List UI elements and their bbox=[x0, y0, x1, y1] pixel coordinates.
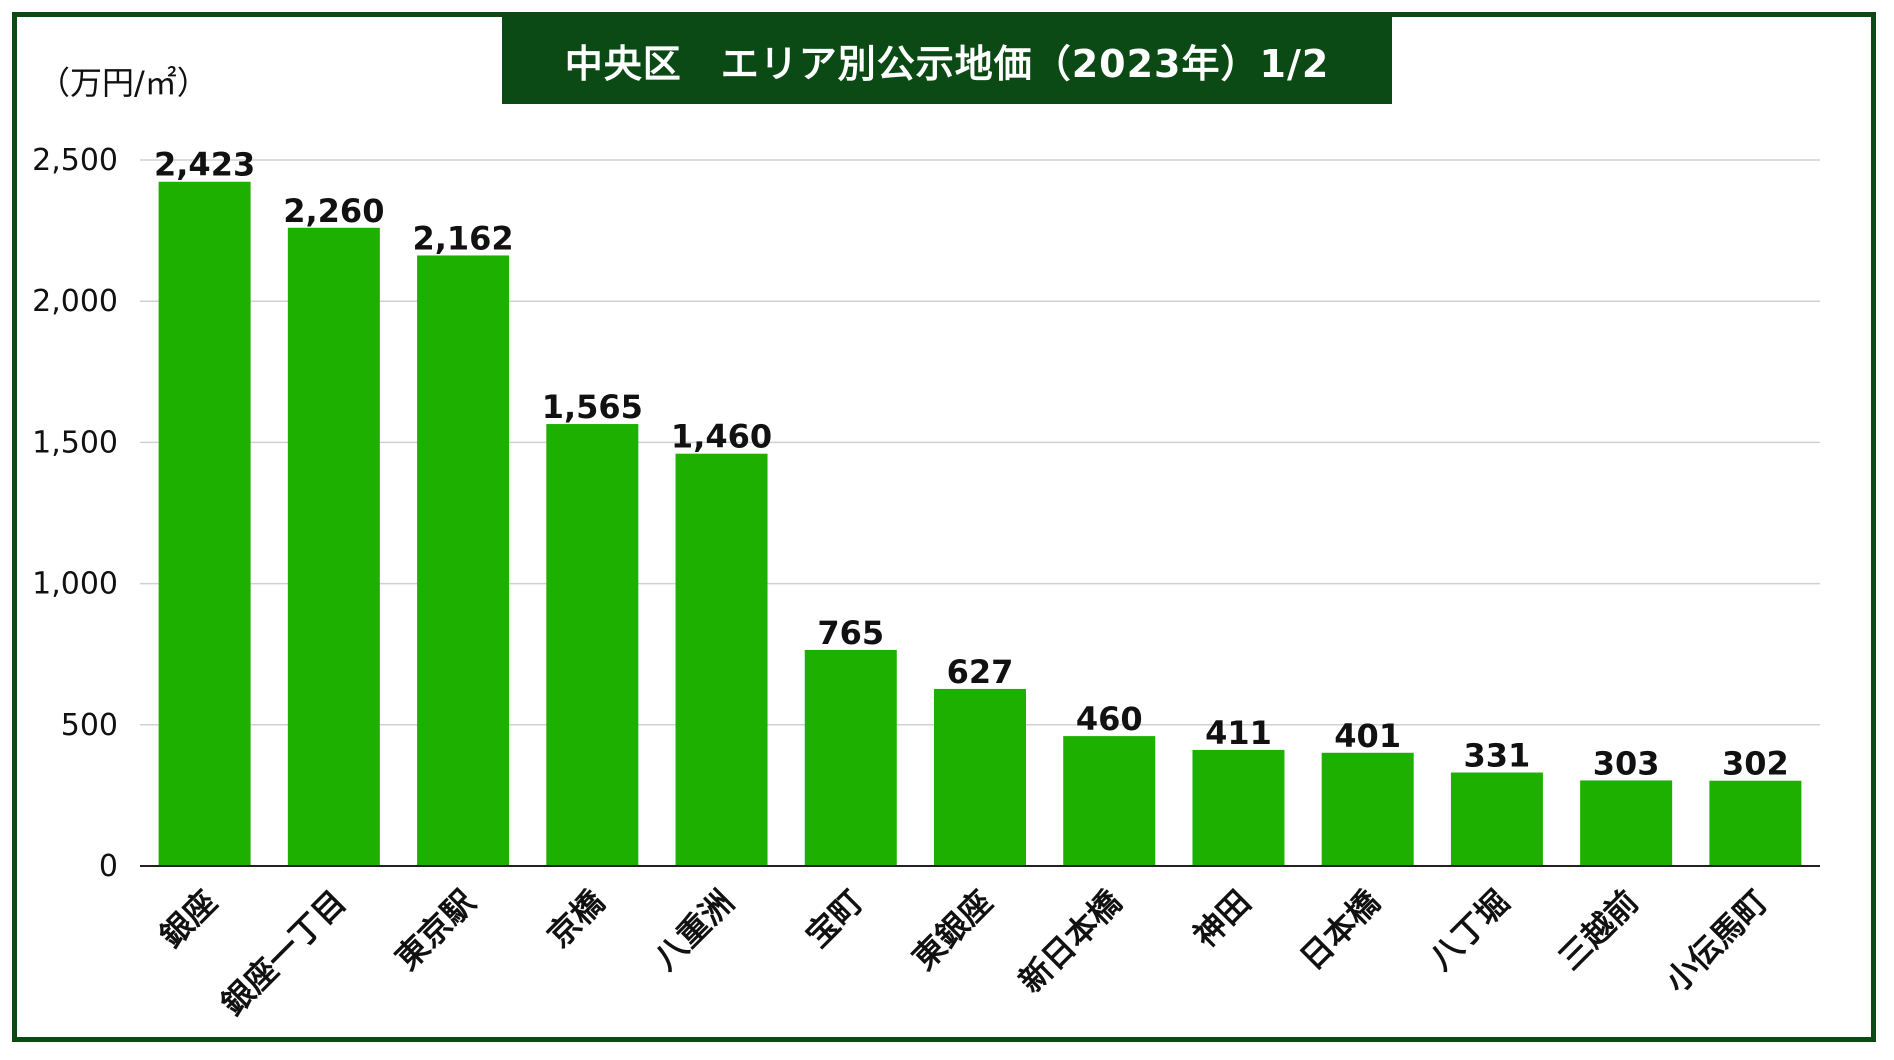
x-category-label: 八重洲 bbox=[646, 883, 741, 978]
y-tick-label: 2,500 bbox=[32, 143, 118, 178]
bar-3 bbox=[546, 424, 639, 866]
bar-1 bbox=[287, 227, 380, 866]
x-category-label: 小伝馬町 bbox=[1658, 883, 1775, 1000]
bar-0 bbox=[158, 181, 251, 866]
data-label: 411 bbox=[1205, 714, 1272, 752]
bar-5 bbox=[804, 649, 897, 866]
x-category-label: 宝町 bbox=[798, 883, 870, 955]
x-category-label: 東銀座 bbox=[905, 883, 1000, 978]
x-category-label: 八丁堀 bbox=[1422, 883, 1517, 978]
y-tick-label: 1,500 bbox=[32, 425, 118, 460]
y-tick-label: 0 bbox=[99, 849, 118, 884]
y-tick-label: 500 bbox=[61, 708, 118, 743]
bar-9 bbox=[1321, 752, 1414, 866]
x-category-label: 神田 bbox=[1186, 883, 1258, 955]
x-category-label: 日本橋 bbox=[1293, 882, 1388, 977]
bar-7 bbox=[1063, 736, 1156, 866]
bar-8 bbox=[1192, 749, 1285, 866]
x-category-label: 新日本橋 bbox=[1011, 882, 1129, 1000]
data-label: 401 bbox=[1334, 717, 1401, 755]
bar-6 bbox=[934, 688, 1026, 866]
y-tick-label: 1,000 bbox=[32, 567, 118, 602]
bar-10 bbox=[1450, 772, 1543, 866]
title-banner: 中央区 エリア別公示地価（2023年）1/2 bbox=[502, 16, 1392, 104]
data-label: 331 bbox=[1464, 737, 1531, 775]
data-label: 303 bbox=[1593, 744, 1660, 782]
data-label: 765 bbox=[817, 614, 884, 652]
data-label: 627 bbox=[947, 653, 1014, 691]
bar-12 bbox=[1709, 780, 1802, 866]
data-label: 302 bbox=[1722, 745, 1789, 783]
x-category-label: 京橋 bbox=[540, 882, 613, 955]
chart-title: 中央区 エリア別公示地価（2023年）1/2 bbox=[564, 41, 1330, 86]
x-category-label: 東京駅 bbox=[388, 883, 483, 978]
data-label: 1,565 bbox=[542, 388, 643, 426]
bar-4 bbox=[675, 453, 768, 866]
data-label: 2,162 bbox=[412, 219, 513, 257]
x-category-label: 三越前 bbox=[1551, 883, 1646, 978]
data-label: 460 bbox=[1076, 700, 1143, 738]
bar-11 bbox=[1580, 780, 1673, 866]
x-category-label: 銀座一丁目 bbox=[213, 883, 353, 1023]
y-axis-unit-label: （万円/㎡） bbox=[38, 64, 209, 102]
chart-frame bbox=[12, 12, 1876, 1042]
data-label: 1,460 bbox=[671, 418, 772, 456]
data-label: 2,260 bbox=[283, 192, 384, 230]
y-tick-label: 2,000 bbox=[32, 284, 118, 319]
x-category-label: 銀座 bbox=[152, 883, 224, 955]
bar-2 bbox=[417, 255, 510, 867]
data-label: 2,423 bbox=[154, 146, 255, 184]
